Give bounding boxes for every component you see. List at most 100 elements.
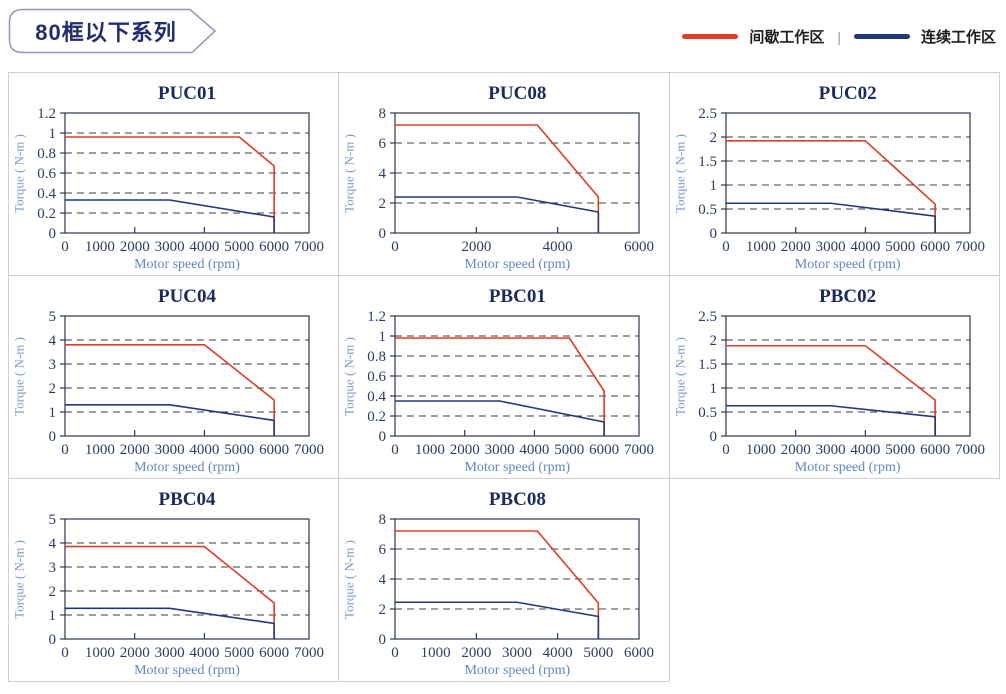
- svg-text:2: 2: [709, 130, 717, 146]
- svg-text:5000: 5000: [584, 645, 614, 661]
- x-axis-label: Motor speed (rpm): [134, 257, 240, 272]
- x-axis-label: Motor speed (rpm): [464, 663, 571, 678]
- svg-text:5000: 5000: [555, 442, 585, 458]
- svg-text:7000: 7000: [624, 442, 654, 458]
- empty-grid-cell: [669, 479, 1000, 682]
- svg-text:6000: 6000: [624, 645, 654, 661]
- x-axis-label: Motor speed (rpm): [794, 460, 901, 475]
- svg-text:2.5: 2.5: [698, 309, 717, 325]
- svg-text:1.5: 1.5: [698, 154, 717, 170]
- svg-text:0: 0: [379, 226, 387, 242]
- svg-text:7000: 7000: [294, 442, 324, 458]
- svg-text:7000: 7000: [955, 442, 985, 458]
- svg-text:1000: 1000: [85, 239, 115, 255]
- svg-text:0.5: 0.5: [698, 405, 717, 421]
- svg-text:8: 8: [379, 106, 387, 122]
- svg-text:4: 4: [49, 536, 57, 552]
- chart-title: PUC02: [818, 83, 877, 104]
- chart-title: PBC04: [158, 489, 216, 510]
- x-axis-label: Motor speed (rpm): [464, 460, 571, 475]
- svg-text:0: 0: [722, 442, 730, 458]
- svg-text:2000: 2000: [780, 239, 810, 255]
- svg-text:2.5: 2.5: [698, 106, 717, 122]
- svg-text:2: 2: [49, 584, 57, 600]
- svg-text:2000: 2000: [120, 239, 150, 255]
- chart-cell-puc04: PUC04 0 1 2 3 4 5 0 1000 2000 3000 4000 5000 6000 700…: [9, 276, 340, 479]
- y-axis-label: Torque ( N-m ): [672, 134, 688, 213]
- svg-text:3: 3: [49, 357, 57, 373]
- svg-text:1: 1: [379, 329, 387, 345]
- svg-text:3000: 3000: [815, 239, 845, 255]
- chart-plot-svg: 0 1 2 3 4 5 0 1000 2000 3000 4000 5000 6000 7000: [49, 512, 325, 661]
- badge-outline-shape: [8, 8, 217, 54]
- svg-text:4: 4: [49, 333, 57, 349]
- legend-separator: |: [837, 28, 841, 45]
- chart-cell-puc02: PUC02 0 0.5 1 1.5 2 2.5 0 1000 2000 3000 4000 5000 6…: [669, 73, 1000, 276]
- chart-plot-svg: 0 2 4 6 8 0 1000 2000 3000 4000 5000 6000: [379, 512, 655, 661]
- svg-text:3000: 3000: [815, 442, 845, 458]
- svg-text:0.2: 0.2: [368, 409, 387, 425]
- svg-text:1: 1: [49, 126, 57, 142]
- svg-text:8: 8: [379, 512, 387, 528]
- chart-plot-svg: 0 0.2 0.4 0.6 0.8 1 1.2 0 1000 2000 3000 4000 5000 60…: [37, 106, 324, 255]
- svg-text:2000: 2000: [462, 645, 492, 661]
- svg-text:1000: 1000: [85, 442, 115, 458]
- svg-text:5000: 5000: [224, 239, 254, 255]
- svg-text:0: 0: [61, 239, 69, 255]
- chart-plot-svg: 0 2 4 6 8 0 2000 4000 6000: [379, 106, 655, 255]
- svg-text:6: 6: [379, 542, 387, 558]
- svg-text:4000: 4000: [189, 442, 219, 458]
- svg-text:0: 0: [722, 239, 730, 255]
- svg-text:2000: 2000: [462, 239, 492, 255]
- svg-text:6: 6: [379, 136, 387, 152]
- svg-text:3000: 3000: [155, 645, 185, 661]
- y-axis-label: Torque ( N-m ): [11, 134, 27, 213]
- svg-text:5: 5: [49, 309, 57, 325]
- svg-text:2000: 2000: [120, 442, 150, 458]
- chart-cell-puc08: PUC08 0 2 4 6 8 0 2000 4000 6000 Motor speed (rp…: [339, 73, 670, 276]
- x-axis-label: Motor speed (rpm): [464, 257, 571, 272]
- svg-text:0: 0: [49, 226, 57, 242]
- svg-text:1: 1: [709, 381, 717, 397]
- chart-title: PBC02: [819, 286, 877, 307]
- svg-text:2: 2: [49, 381, 57, 397]
- svg-text:1000: 1000: [415, 442, 445, 458]
- svg-text:4: 4: [379, 166, 387, 182]
- svg-text:0.8: 0.8: [368, 349, 387, 365]
- svg-text:2: 2: [379, 196, 387, 212]
- svg-text:7000: 7000: [955, 239, 985, 255]
- chart-cell-pbc08: PBC08 0 2 4 6 8 0 1000 2000 3000 4000 5000 6000 Mot…: [339, 479, 670, 682]
- y-axis-label: Torque ( N-m ): [341, 540, 357, 619]
- svg-text:6000: 6000: [920, 442, 950, 458]
- chart-cell-puc01: PUC01 0 0.2 0.4 0.6 0.8 1 1.2 0 1000 2000 3000 4000…: [9, 73, 340, 276]
- svg-text:4000: 4000: [543, 645, 573, 661]
- y-axis-label: Torque ( N-m ): [11, 337, 27, 416]
- chart-title: PBC01: [488, 286, 546, 307]
- svg-text:1000: 1000: [85, 645, 115, 661]
- svg-text:6000: 6000: [920, 239, 950, 255]
- svg-text:4: 4: [379, 572, 387, 588]
- chart-grid: PUC01 0 0.2 0.4 0.6 0.8 1 1.2 0 1000 2000 3000 4000…: [8, 72, 1000, 682]
- y-axis-label: Torque ( N-m ): [11, 540, 27, 619]
- svg-text:0.5: 0.5: [698, 202, 717, 218]
- svg-text:1000: 1000: [746, 239, 776, 255]
- svg-text:5000: 5000: [885, 239, 915, 255]
- x-axis-label: Motor speed (rpm): [794, 257, 901, 272]
- svg-text:3000: 3000: [155, 442, 185, 458]
- svg-text:5: 5: [49, 512, 57, 528]
- svg-text:2: 2: [709, 333, 717, 349]
- svg-text:1000: 1000: [746, 442, 776, 458]
- continuous-line-swatch: [853, 34, 910, 39]
- svg-text:4000: 4000: [850, 239, 880, 255]
- svg-text:6000: 6000: [259, 645, 289, 661]
- x-axis-label: Motor speed (rpm): [134, 460, 240, 475]
- chart-title: PUC08: [488, 83, 547, 104]
- svg-text:5000: 5000: [885, 442, 915, 458]
- svg-text:4000: 4000: [189, 239, 219, 255]
- svg-text:3000: 3000: [502, 645, 532, 661]
- svg-text:4000: 4000: [850, 442, 880, 458]
- svg-text:0: 0: [392, 239, 400, 255]
- svg-text:1: 1: [709, 178, 717, 194]
- svg-text:1: 1: [49, 405, 57, 421]
- svg-text:1: 1: [49, 608, 57, 624]
